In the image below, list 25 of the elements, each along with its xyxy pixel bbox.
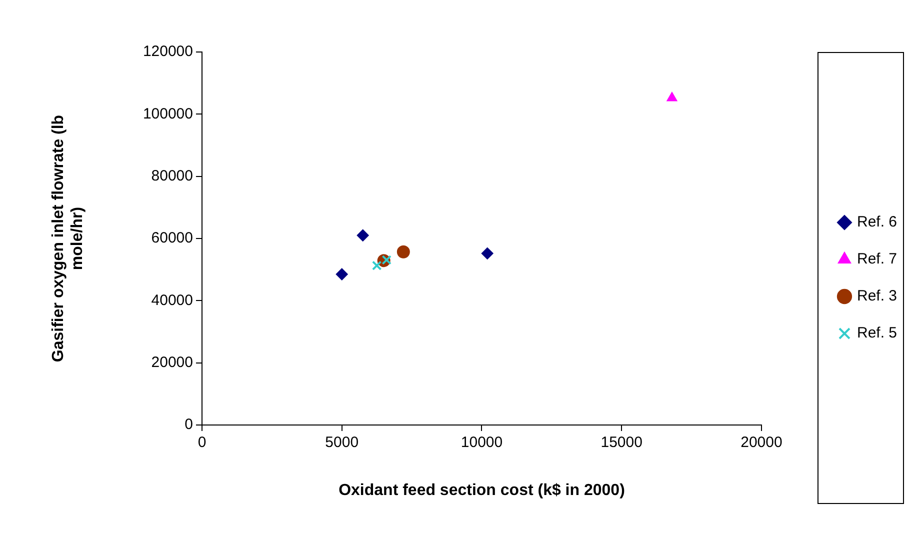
x-tick-label: 15000: [600, 434, 642, 452]
y-axis-title: Gasifier oxygen inlet flowrate (lb mole/hr): [50, 114, 86, 362]
point: [336, 268, 348, 280]
point: [356, 229, 369, 242]
y-tick-label: 80000: [151, 167, 193, 184]
y-tick-label: 20000: [151, 354, 193, 371]
y-tick-label: 40000: [151, 292, 193, 309]
point: [396, 245, 410, 258]
x-tick-label: 0: [198, 434, 206, 452]
point: [481, 247, 494, 260]
legend-label: Ref. 3: [856, 288, 898, 305]
x-tick-label: 5000: [325, 434, 359, 452]
legend-label: Ref. 7: [856, 250, 898, 268]
point: [382, 255, 392, 265]
x-tick-label: 20000: [740, 434, 782, 452]
y-tick-label: 120000: [142, 43, 193, 60]
point: [372, 260, 382, 270]
x-axis-title: Oxidant feed section cost (k$ in 2000): [338, 482, 625, 499]
legend-label: Ref. 5: [856, 324, 898, 342]
x-tick-label: 10000: [460, 434, 503, 452]
point: [666, 92, 678, 102]
legend-label: Ref. 6: [856, 214, 898, 231]
y-tick-label: 60000: [151, 230, 193, 247]
y-tick-label: 0: [184, 416, 193, 434]
y-tick-label: 100000: [142, 105, 193, 122]
